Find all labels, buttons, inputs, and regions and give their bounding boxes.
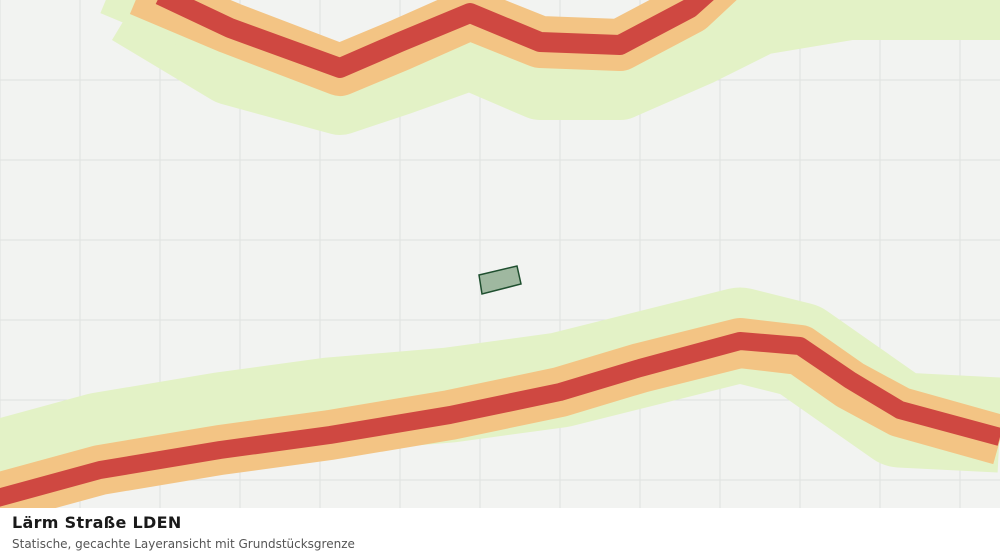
map-title: Lärm Straße LDEN — [12, 513, 182, 532]
noise-band-south — [0, 287, 1000, 508]
noise-band-north — [100, 0, 1000, 135]
map-subtitle: Statische, gecachte Layeransicht mit Gru… — [12, 537, 355, 551]
caption: Lärm Straße LDEN Statische, gecachte Lay… — [0, 508, 1000, 560]
parcel-boundary — [478, 265, 522, 295]
map — [0, 0, 1000, 508]
